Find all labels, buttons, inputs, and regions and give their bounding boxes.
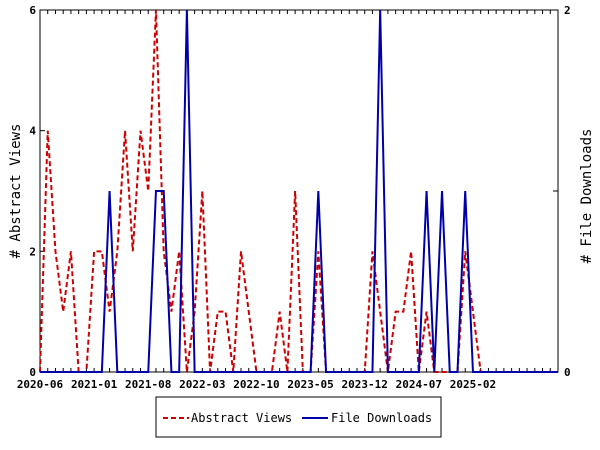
y-left-tick-label: 2 <box>29 245 36 258</box>
x-tick-label: 2022-10 <box>233 378 279 391</box>
y-axis-left-title: # Abstract Views <box>8 124 24 259</box>
x-tick-label: 2020-06 <box>17 378 64 391</box>
x-tick-label: 2023-12 <box>342 378 388 391</box>
plot-frame <box>39 9 559 373</box>
x-tick-label: 2021-08 <box>125 378 171 391</box>
y-axis-right-title: # File Downloads <box>579 129 595 264</box>
legend-label-abstract-views: Abstract Views <box>191 411 292 425</box>
legend-box <box>155 396 442 438</box>
x-tick-label: 2021-01 <box>71 378 118 391</box>
y-left-tick-labels: 0 2 4 6 <box>29 4 36 379</box>
y-right-tick-label: 2 <box>564 4 571 17</box>
x-tick-label: 2025-02 <box>450 378 496 391</box>
tick-marks <box>39 9 559 373</box>
y-left-tick-label: 4 <box>29 125 36 138</box>
x-tick-label: 2023-05 <box>287 378 333 391</box>
legend-label-file-downloads: File Downloads <box>331 411 432 425</box>
y-left-tick-label: 6 <box>29 4 36 17</box>
series-line-file-downloads <box>40 9 558 373</box>
x-tick-label: 2024-07 <box>396 378 442 391</box>
series-line-abstract-views <box>39 9 558 373</box>
y-left-tick-label: 0 <box>29 366 36 379</box>
y-right-tick-label: 0 <box>564 366 571 379</box>
series-layer <box>39 9 558 373</box>
x-tick-labels: 2020-06 2021-01 2021-08 2022-03 2022-10 2023-… <box>17 378 496 391</box>
legend: Abstract Views File Downloads <box>155 396 442 438</box>
x-tick-label: 2022-03 <box>179 378 225 391</box>
y-right-tick-labels: 02 <box>564 4 571 379</box>
